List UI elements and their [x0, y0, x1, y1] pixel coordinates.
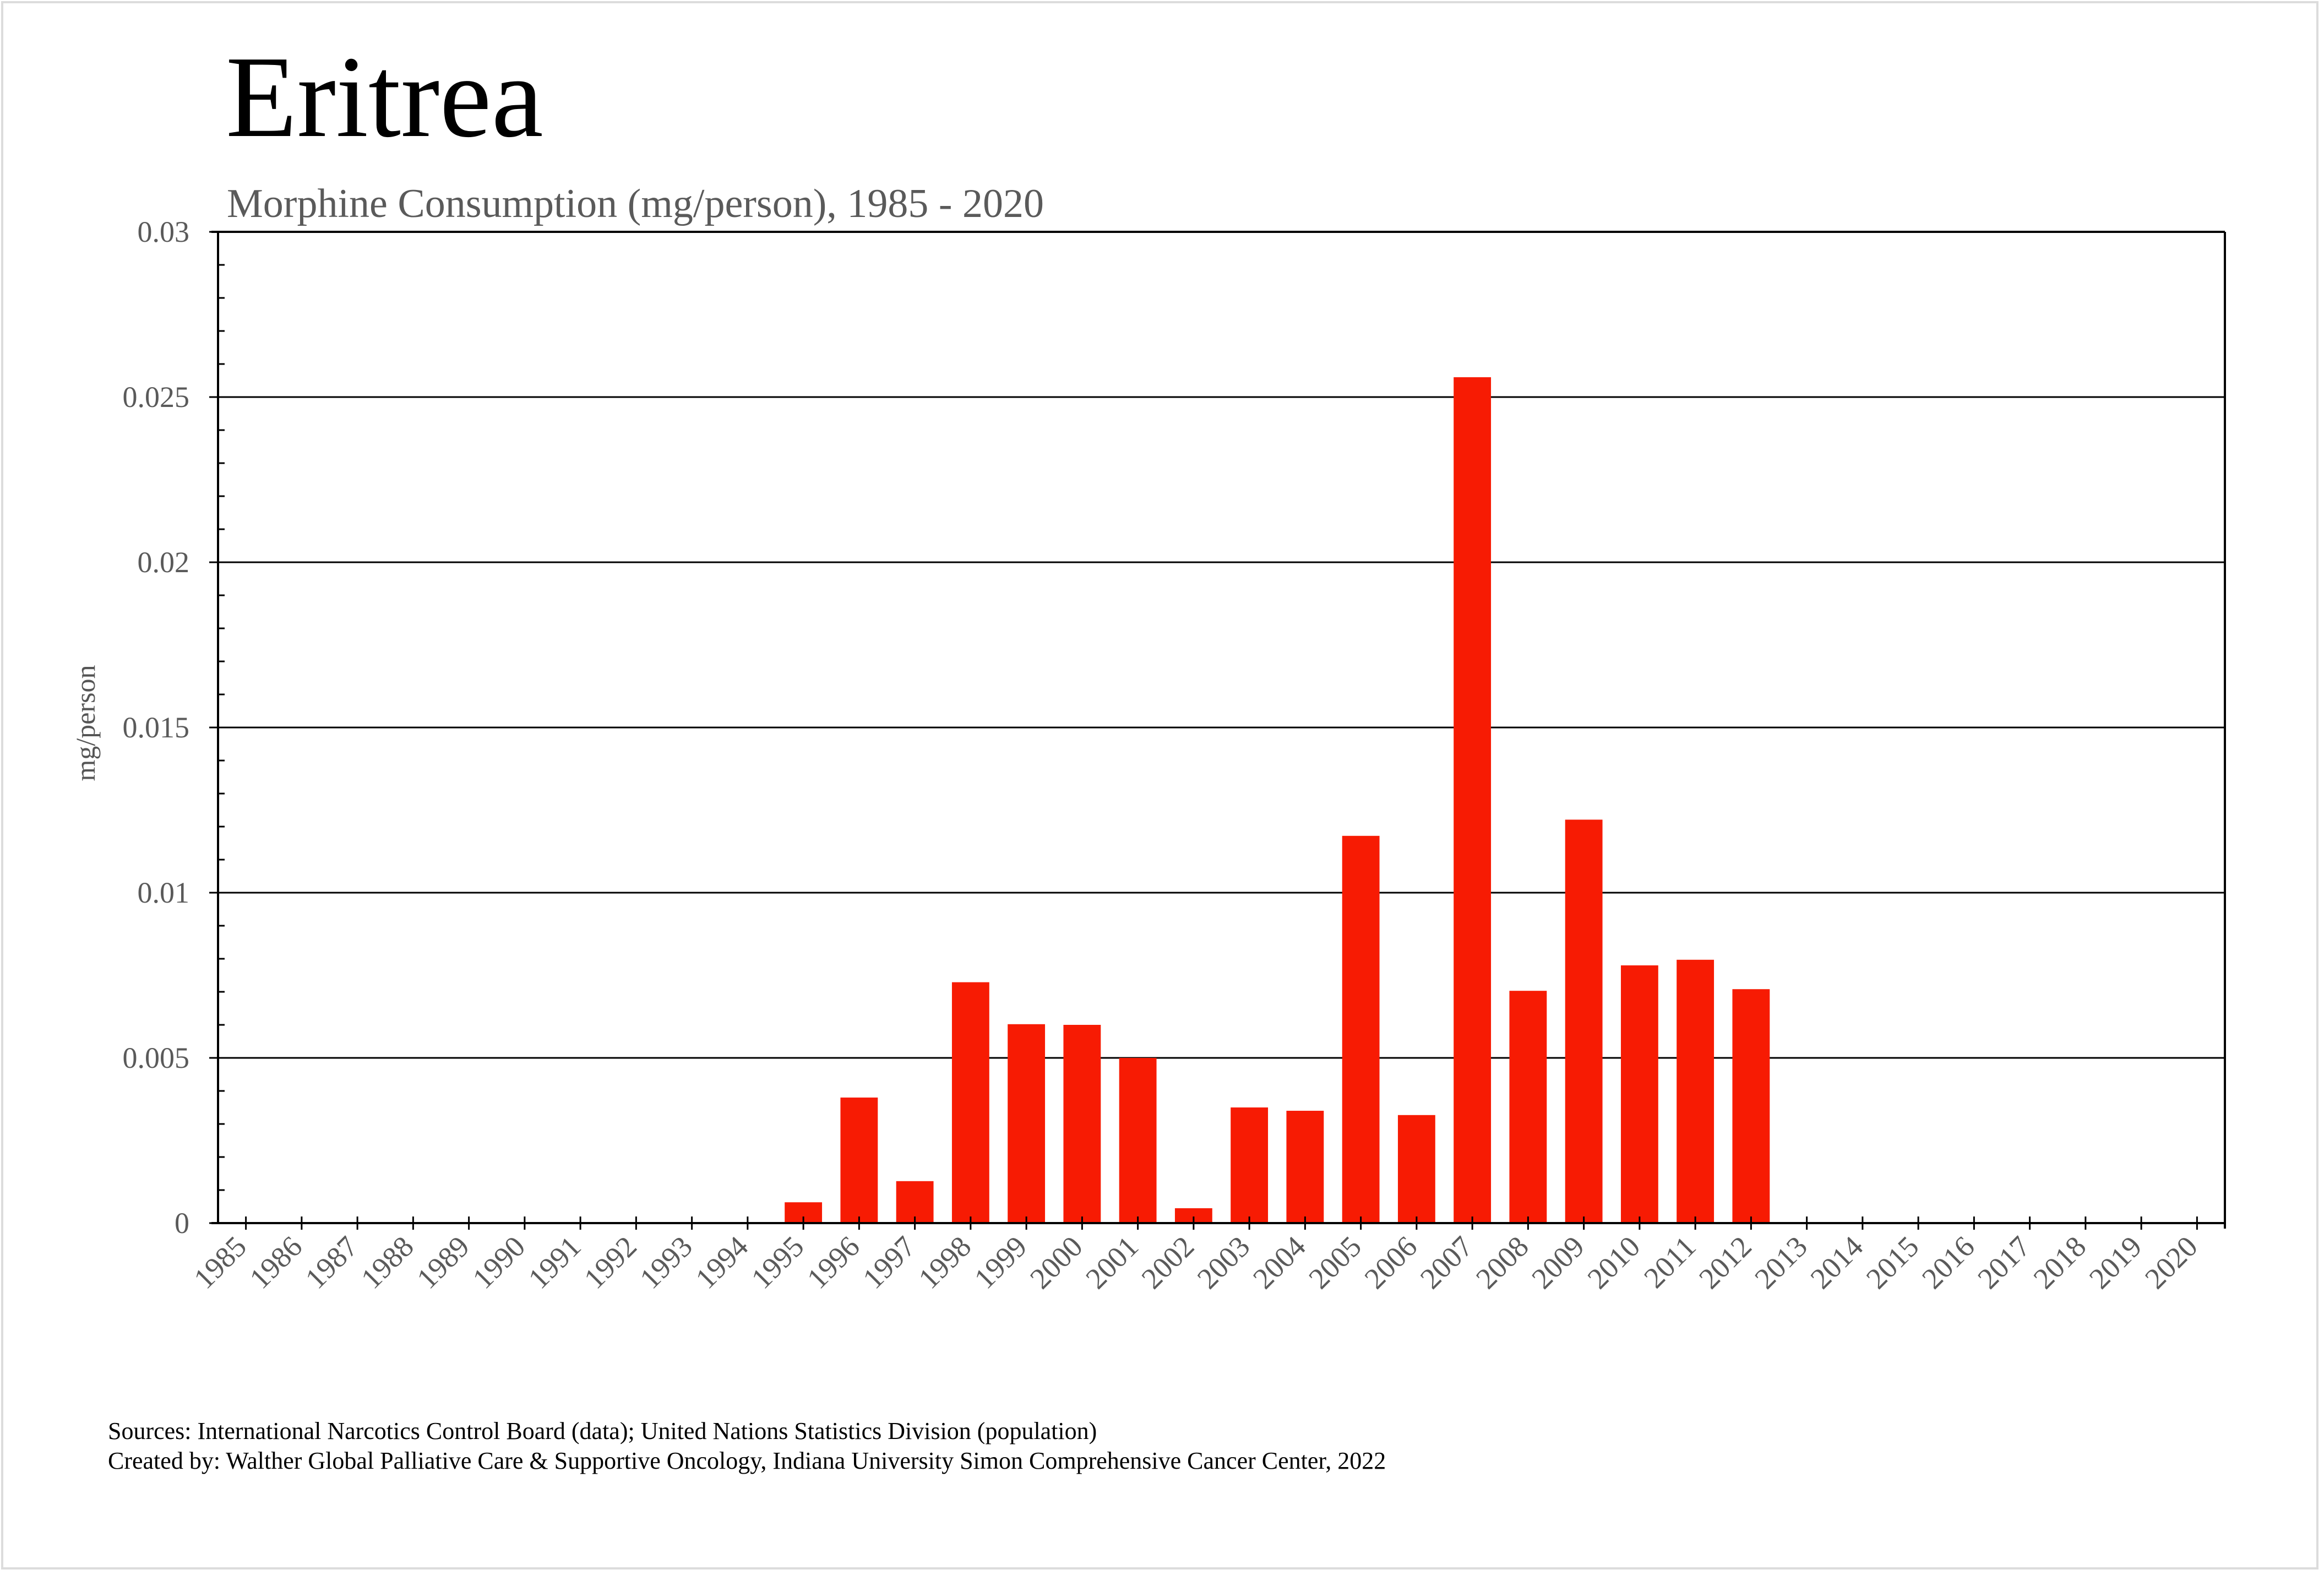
- gridlines: [218, 232, 2225, 1058]
- x-tick-label-2017: 2017: [1971, 1230, 2037, 1295]
- y-tick-label: 0.02: [138, 546, 190, 579]
- bar-2005: [1342, 836, 1380, 1223]
- y-tick-label: 0.01: [138, 876, 190, 909]
- bars: [785, 377, 1770, 1223]
- x-tick-label-2010: 2010: [1581, 1230, 1647, 1295]
- x-tick-label-1998: 1998: [912, 1230, 978, 1295]
- y-axis-title: mg/person: [70, 665, 101, 781]
- x-tick-label-2004: 2004: [1247, 1230, 1312, 1295]
- x-tick-label-1985: 1985: [187, 1230, 253, 1295]
- x-tick-label-1996: 1996: [801, 1230, 866, 1295]
- bar-2007: [1454, 377, 1491, 1223]
- x-tick-label-2000: 2000: [1024, 1230, 1089, 1295]
- x-tick-label-2002: 2002: [1135, 1230, 1201, 1295]
- x-tick-label-1989: 1989: [410, 1230, 476, 1295]
- x-tick-label-2001: 2001: [1079, 1230, 1145, 1295]
- x-tick-label-2006: 2006: [1358, 1230, 1424, 1295]
- x-tick-label-2007: 2007: [1414, 1230, 1479, 1295]
- x-tick-label-1987: 1987: [299, 1230, 364, 1295]
- x-tick-label-1986: 1986: [243, 1230, 309, 1295]
- x-tick-label-2011: 2011: [1637, 1230, 1702, 1294]
- x-tick-label-2019: 2019: [2083, 1230, 2148, 1295]
- bar-1999: [1008, 1024, 1045, 1223]
- y-tick-label: 0.005: [123, 1041, 190, 1074]
- x-tick-label-2018: 2018: [2027, 1230, 2093, 1295]
- y-tick-label: 0.03: [138, 215, 190, 248]
- x-tick-label-2016: 2016: [1915, 1230, 1981, 1295]
- x-tick-label-2015: 2015: [1860, 1230, 1925, 1295]
- x-tick-label-2013: 2013: [1748, 1230, 1814, 1295]
- x-tick-label-1994: 1994: [689, 1230, 755, 1295]
- bar-1996: [840, 1098, 878, 1223]
- x-tick-label-1997: 1997: [856, 1230, 922, 1295]
- footer-created-by: Created by: Walther Global Palliative Ca…: [108, 1449, 1386, 1473]
- x-tick-label-1991: 1991: [522, 1230, 587, 1295]
- x-axis-ticks: 1985198619871988198919901991199219931994…: [187, 1216, 2204, 1295]
- x-tick-label-1999: 1999: [968, 1230, 1033, 1295]
- x-tick-label-1993: 1993: [633, 1230, 699, 1295]
- x-tick-label-1995: 1995: [745, 1230, 810, 1295]
- x-tick-label-2008: 2008: [1469, 1230, 1535, 1295]
- bar-2003: [1231, 1107, 1268, 1223]
- x-tick-label-2014: 2014: [1804, 1230, 1870, 1295]
- bar-2006: [1398, 1115, 1435, 1223]
- x-tick-label-1990: 1990: [466, 1230, 532, 1295]
- y-tick-label: 0: [175, 1207, 189, 1240]
- bar-2011: [1677, 960, 1714, 1223]
- y-tick-label: 0.025: [123, 381, 190, 414]
- bar-1998: [952, 982, 989, 1223]
- y-axis-ticks: 0 0.005 0.01 0.015 0.02 0.025 0.03: [123, 215, 225, 1240]
- footer-sources: Sources: International Narcotics Control…: [108, 1419, 1097, 1443]
- bar-2009: [1565, 819, 1603, 1223]
- bar-2010: [1621, 965, 1658, 1223]
- bar-2004: [1286, 1111, 1324, 1223]
- y-tick-label: 0.015: [123, 711, 190, 744]
- x-tick-label-1988: 1988: [355, 1230, 420, 1295]
- x-tick-label-2020: 2020: [2138, 1230, 2204, 1295]
- bar-2012: [1732, 989, 1770, 1223]
- x-tick-label-2003: 2003: [1191, 1230, 1256, 1295]
- bar-2000: [1063, 1025, 1101, 1223]
- x-tick-label-2005: 2005: [1302, 1230, 1368, 1295]
- x-tick-label-1992: 1992: [578, 1230, 643, 1295]
- x-tick-label-2009: 2009: [1525, 1230, 1591, 1295]
- axes: [211, 232, 2225, 1229]
- bar-2001: [1119, 1058, 1157, 1223]
- bar-2008: [1509, 991, 1547, 1223]
- x-tick-label-2012: 2012: [1692, 1230, 1758, 1295]
